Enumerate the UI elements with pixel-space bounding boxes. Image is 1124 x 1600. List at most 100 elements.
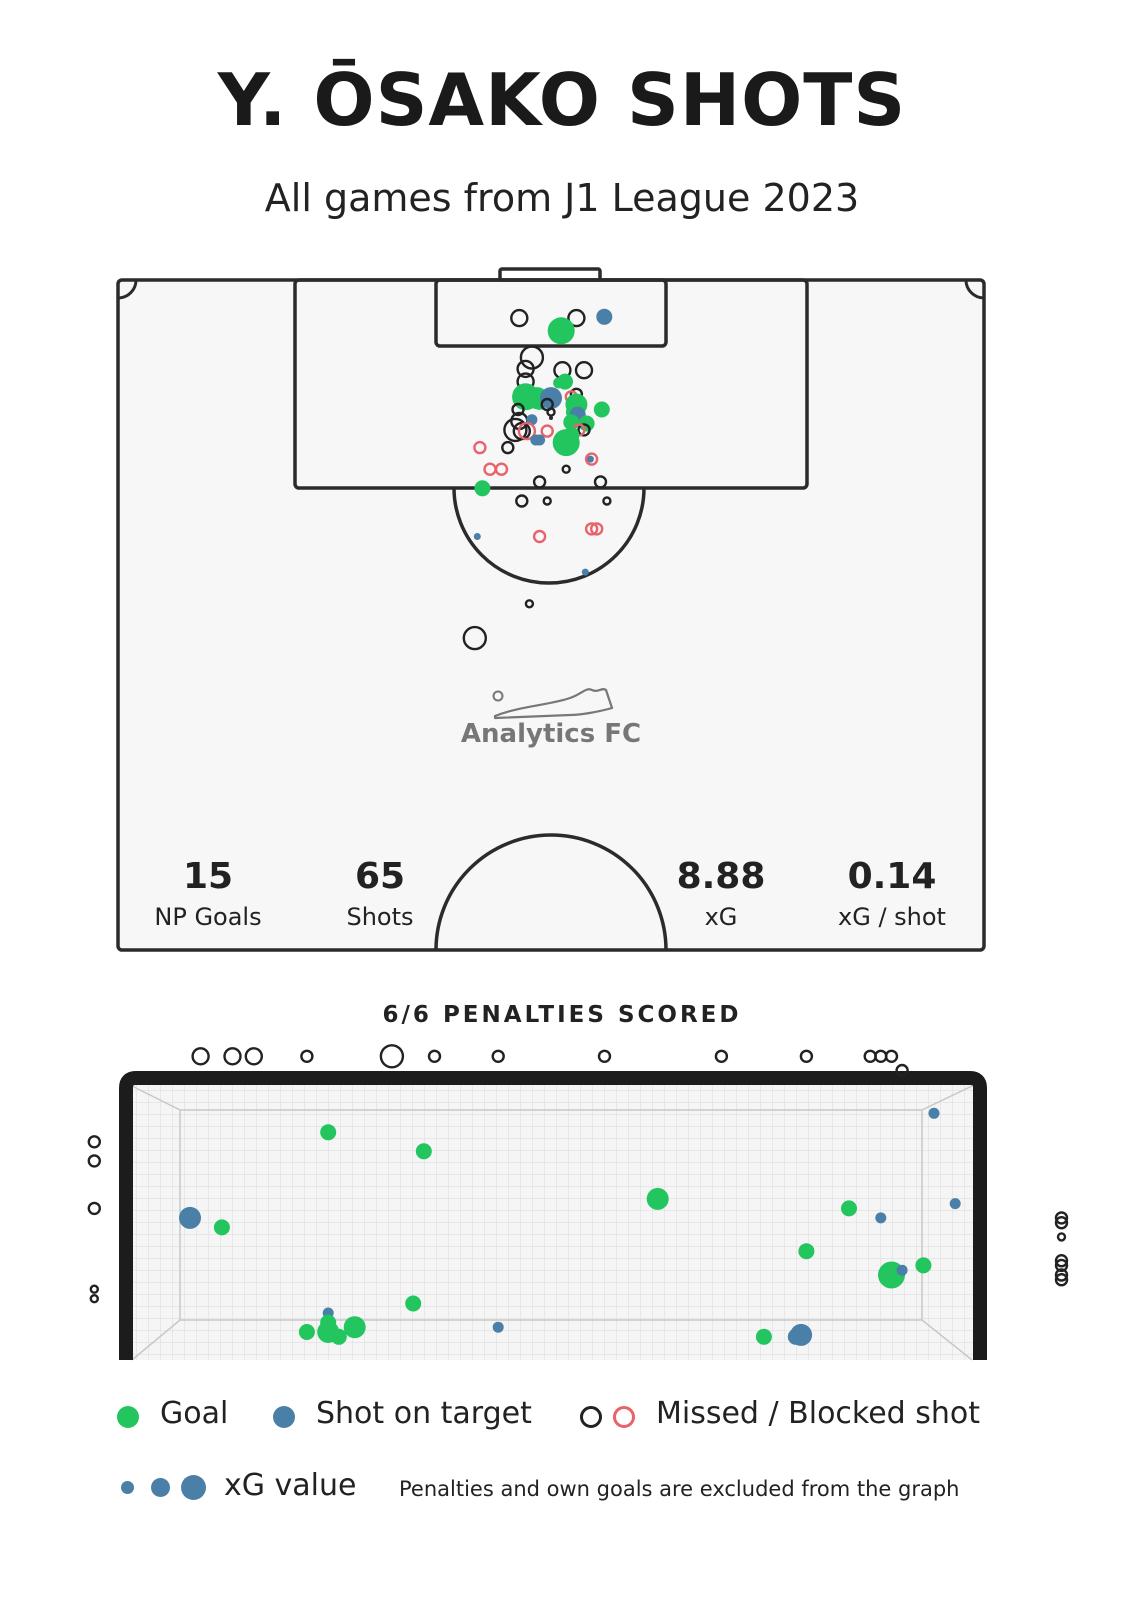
pitch-shot-blocked-33	[540, 424, 554, 438]
goal-shot-missed-25	[223, 1047, 242, 1066]
goal-shot-missed-43	[1054, 1211, 1069, 1225]
goal-shot-on_target-23	[790, 1323, 813, 1346]
pitch-shot-blocked-51	[584, 522, 599, 536]
pitch-shot-on_target-55	[581, 568, 589, 576]
goal-shot-on_target-12	[896, 1264, 908, 1276]
stat-np-goals: 15 NP Goals	[154, 856, 261, 931]
goal-shot-missed-33	[799, 1049, 814, 1063]
stat-xg-per-shot: 0.14 xG / shot	[838, 856, 946, 931]
goal-frame-posts	[119, 1071, 987, 1360]
stat-value: 0.14	[848, 856, 937, 897]
goal-shot-missed-40	[87, 1201, 101, 1216]
pitch-shot-missed-22	[511, 402, 525, 417]
pitch-shot-missed-48	[515, 494, 529, 508]
goal-shot-missed-28	[379, 1044, 405, 1069]
pitch-surface	[116, 278, 986, 952]
goal-shot-missed-30	[491, 1049, 505, 1063]
football-boot-icon	[493, 688, 614, 720]
pitch-shot-missed-31	[512, 421, 531, 441]
goal-shot-goal-13	[405, 1295, 422, 1312]
stat-label: xG	[705, 903, 738, 931]
legend-xg-large	[181, 1475, 206, 1500]
six-yard-box	[434, 278, 668, 348]
corner-arc-left	[117, 279, 138, 300]
pitch-shot-blocked-54	[532, 529, 547, 544]
pitch-shot-blocked-38	[473, 440, 487, 455]
pitch-shot-on_target-37	[534, 434, 546, 446]
goal-view	[87, 1044, 1069, 1361]
goal-shot-missed-29	[427, 1049, 442, 1063]
goal-shot-missed-48	[1054, 1268, 1069, 1282]
goal-shot-missed-34	[863, 1049, 877, 1063]
legend-xg-label: xG value	[224, 1468, 357, 1503]
legend-xg-small	[121, 1481, 134, 1494]
goal-shot-on_target-8	[928, 1107, 940, 1119]
legend-xg-medium	[151, 1478, 170, 1497]
pitch-shot-missed-50	[602, 496, 612, 506]
goal-shot-missed-26	[244, 1047, 264, 1066]
legend-missed-label: Missed / Blocked shot	[656, 1396, 981, 1431]
stat-value: 65	[355, 856, 405, 897]
pitch-shot-missed-30	[503, 417, 528, 443]
pitch-shot-on_target-40	[586, 455, 594, 463]
legend-blocked-ring	[613, 1406, 635, 1428]
goal-shot-goal-21	[755, 1328, 772, 1345]
goal-shot-goal-16	[343, 1316, 366, 1339]
pitch-shot-missed-56	[524, 599, 535, 609]
goal-shot-missed-39	[87, 1154, 101, 1168]
legend-goal-label: Goal	[160, 1396, 229, 1431]
pitch-shot-goal-47	[474, 480, 491, 497]
pitch-shot-goal-21	[593, 401, 610, 418]
goal-shot-goal-5	[841, 1200, 857, 1217]
goal-shot-goal-1	[415, 1143, 432, 1160]
goal-shot-missed-44	[1054, 1215, 1069, 1230]
chart-subtitle: All games from J1 League 2023	[264, 176, 860, 220]
goal-shot-missed-35	[874, 1049, 888, 1063]
goal-shot-missed-47	[1054, 1258, 1069, 1273]
pitch-shot-missed-49	[542, 496, 552, 506]
goal-shot-missed-36	[884, 1049, 899, 1063]
pitch-shot-on_target-3	[596, 308, 613, 325]
stat-value: 8.88	[677, 856, 766, 897]
pitch-shot-missed-44	[561, 464, 571, 474]
goal-shot-goal-4	[213, 1219, 230, 1236]
legend-missed-ring	[580, 1406, 602, 1428]
pitch-shot-blocked-41	[584, 452, 599, 466]
pitch-shot-missed-46	[593, 475, 608, 489]
pitch-shot-missed-1	[567, 308, 586, 328]
stat-xg: 8.88 xG	[677, 856, 766, 931]
analytics-fc-logo: Analytics FC	[461, 688, 641, 749]
stat-value: 15	[183, 856, 233, 897]
goal-shot-missed-45	[1056, 1232, 1067, 1242]
goal-shot-missed-37	[895, 1063, 909, 1078]
goal-shot-goal-19	[330, 1328, 347, 1345]
goal-shot-on_target-3	[179, 1206, 201, 1229]
legend-note: Penalties and own goals are excluded fro…	[399, 1477, 960, 1501]
goal-shot-missed-38	[87, 1135, 101, 1149]
pitch-shot-missed-25	[546, 407, 556, 417]
chart-title: Y. ŌSAKO SHOTS	[217, 58, 907, 142]
pitch-shot-missed-57	[462, 625, 487, 651]
boot-stud-icon	[492, 690, 504, 702]
stat-label: Shots	[346, 903, 413, 931]
pitch-shot-missed-5	[516, 359, 535, 379]
pitch-shot-blocked-52	[590, 522, 604, 536]
pitch-shot-goal-10	[557, 373, 573, 390]
goal-shot-on_target-7	[949, 1198, 961, 1210]
goal-shot-missed-46	[1054, 1253, 1069, 1268]
pitch-shot-missed-45	[532, 475, 547, 489]
penalty-arc	[452, 487, 646, 585]
shot-map: Analytics FC 15 NP Goals 65 Shots 8.88 x…	[116, 267, 986, 952]
watermark-text: Analytics FC	[461, 719, 641, 749]
pitch-shot-blocked-32	[517, 421, 537, 441]
goal-net-grid	[130, 1082, 976, 1360]
goal-shot-missed-24	[191, 1047, 210, 1066]
goal-shot-missed-42	[89, 1294, 99, 1304]
centre-circle	[434, 833, 668, 951]
goal-shot-on_target-6	[875, 1212, 887, 1224]
pitch-shot-on_target-14	[540, 387, 562, 410]
pitch-shot-goal-2	[547, 317, 575, 345]
goal-shot-missed-32	[714, 1049, 729, 1063]
goal-shot-missed-27	[300, 1049, 314, 1063]
pitch-shot-missed-28	[577, 423, 591, 437]
